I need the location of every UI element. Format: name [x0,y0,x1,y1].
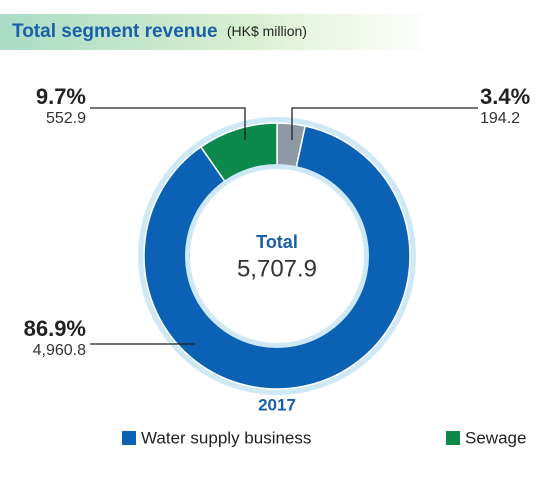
leader-line [291,107,478,140]
title-main: Total segment revenue [12,21,218,42]
percentage-label: 9.7% [36,84,86,109]
legend-label: Water supply business [141,428,311,447]
percentage-label: 86.9% [24,316,86,341]
chart-title: Total segment revenue (HK$ million) [12,21,307,42]
total-value: 5,707.9 [237,255,317,282]
value-label: 4,960.8 [33,342,86,359]
subtitle: (HK$ million) [227,23,307,39]
legend-label: Sewage [465,428,526,447]
title-band [0,14,420,50]
legend-swatch [122,431,136,445]
percentage-label: 3.4% [480,84,530,109]
legend-swatch [446,431,460,445]
year: 2017 [258,395,296,414]
center [190,169,364,343]
center-title: Total [256,232,298,252]
leader-line [90,107,246,140]
value-label: 194.2 [480,110,520,127]
value-label: 552.9 [46,110,86,127]
